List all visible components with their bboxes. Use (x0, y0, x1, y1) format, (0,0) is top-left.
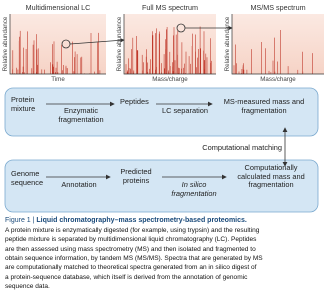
flow-label: Predicted proteins (120, 167, 152, 185)
flow-label: Enzymatic fragmentation (58, 106, 104, 124)
figure-title: Liquid chromatography–mass spectrometry-… (36, 217, 247, 224)
flow-label: LC separation (161, 106, 208, 115)
spectrum-peaks (12, 30, 101, 74)
flow-label: Peptides (120, 97, 149, 106)
flow-label: Annotation (61, 180, 97, 189)
caption-line: a protein-sequence database, which itsel… (5, 273, 248, 281)
arrow (69, 38, 125, 45)
y-axis-label: Relative abundance (2, 16, 9, 71)
flow-label: Computationally calculated mass and frag… (237, 163, 305, 190)
panel-bg (10, 14, 106, 74)
caption-line: sequence data. (5, 282, 50, 290)
caption-line: peptide mixture is separated by multidim… (5, 236, 257, 244)
flow-label: MS-measured mass and fragmentation (223, 97, 305, 115)
y-axis-label: Relative abundance (224, 16, 231, 71)
workflow-box (4, 87, 319, 137)
caption-line: A protein mixture is enzymatically diges… (5, 227, 260, 234)
caption-line: obtain sequence information, by tandem M… (5, 254, 263, 262)
x-axis-label: Mass/charge (260, 76, 296, 83)
axes (9, 14, 324, 75)
x-axis-label: Time (51, 76, 65, 83)
caption-line: are computationally matched to theoretic… (5, 264, 257, 272)
panel-title: MS/MS spectrum (250, 3, 305, 12)
flow-label: In silico fragmentation (171, 180, 217, 198)
flow-arrows (46, 101, 288, 180)
y-axis-label: Relative abundance (116, 16, 123, 71)
flow-label: Genome sequence (11, 169, 44, 187)
spectra-panels: Multidimensional LC Full MS spectrum MS/… (2, 3, 324, 83)
flow-label: Protein mixture (11, 95, 36, 113)
figure-label: Figure 1 | (5, 217, 35, 224)
workflow-box (4, 159, 319, 213)
panel-title: Full MS spectrum (142, 3, 198, 12)
caption-heading: Figure 1 | Liquid chromatography–mass sp… (5, 216, 327, 225)
matching-label: Computational matching (202, 143, 282, 152)
panel-title: Multidimensional LC (26, 3, 91, 12)
caption-line: are then assessed using mass spectrometr… (5, 245, 256, 253)
x-axis-label: Mass/charge (152, 76, 188, 83)
